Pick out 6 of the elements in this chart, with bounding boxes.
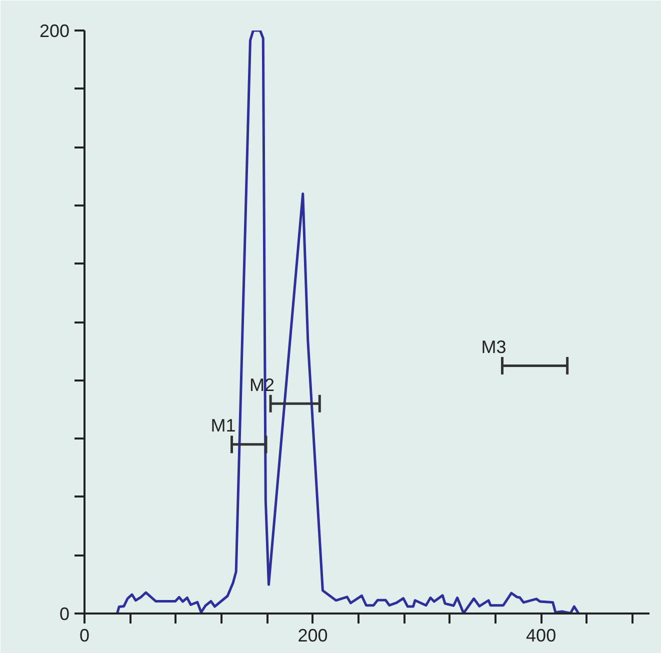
line-series bbox=[116, 30, 580, 614]
x-tick-label: 400 bbox=[526, 626, 556, 646]
x-tick-label: 200 bbox=[298, 626, 328, 646]
series-label: M3 bbox=[481, 336, 506, 357]
x-tick-label: 0 bbox=[79, 626, 90, 646]
series-label: M1 bbox=[210, 416, 236, 436]
